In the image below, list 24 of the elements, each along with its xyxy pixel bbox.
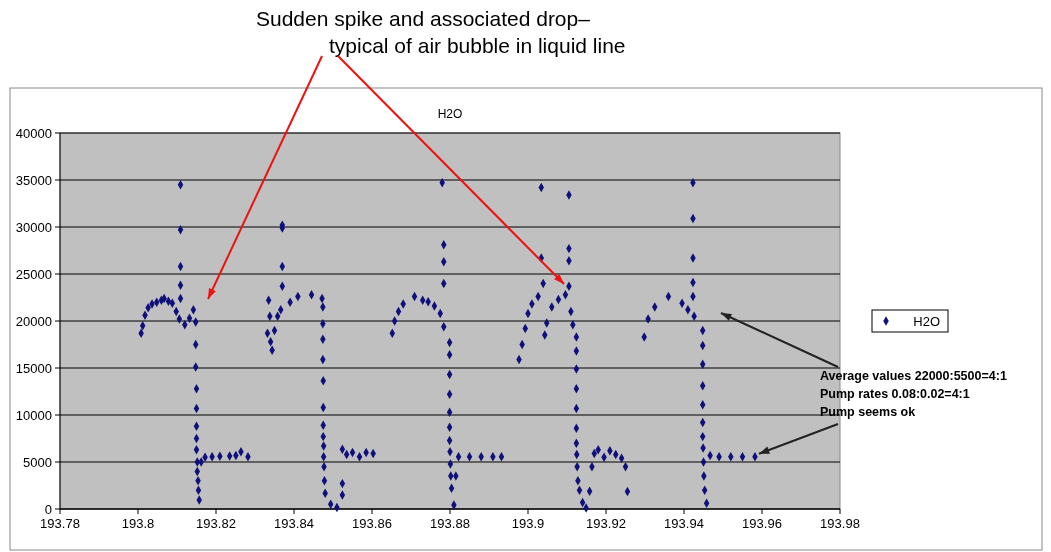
y-tick-label: 20000 [15, 313, 52, 329]
x-tick-label: 193.84 [274, 516, 314, 531]
y-tick-label: 30000 [15, 219, 52, 235]
y-tick-label: 25000 [15, 266, 52, 282]
legend-label: H2O [913, 314, 940, 329]
x-tick-label: 193.78 [40, 516, 80, 531]
x-tick-label: 193.98 [820, 516, 860, 531]
x-tick-label: 193.96 [742, 516, 782, 531]
chart-title: H2O [437, 107, 463, 121]
x-tick-label: 193.88 [430, 516, 470, 531]
x-tick-label: 193.94 [664, 516, 704, 531]
y-tick-label: 40000 [15, 125, 52, 141]
y-tick-label: 10000 [15, 407, 52, 423]
annotation: Average values 22000:5500=4:1 Pump rates 0.08:0.02=4:1 Pump seems ok [820, 369, 1007, 419]
y-tick-label: 5000 [23, 454, 52, 470]
text: Sudden spike and associated drop– typical of air bubble in liquid line [256, 7, 626, 57]
x-tick-label: 193.8 [121, 516, 155, 531]
x-tick-label: 193.92 [586, 516, 626, 531]
x-tick-label: 193.9 [511, 516, 545, 531]
x-tick-label: 193.82 [196, 516, 236, 531]
y-tick-label: 35000 [15, 172, 52, 188]
y-tick-label: 0 [44, 501, 52, 517]
y-tick-label: 15000 [15, 360, 52, 376]
x-tick-label: 193.86 [352, 516, 392, 531]
